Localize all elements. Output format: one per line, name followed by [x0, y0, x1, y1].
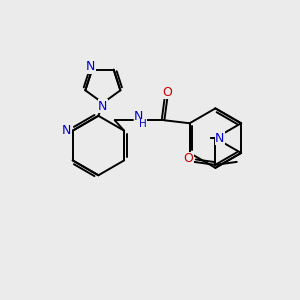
Text: N: N	[98, 100, 107, 112]
Text: N: N	[134, 110, 143, 123]
Text: O: O	[162, 85, 172, 98]
Text: N: N	[215, 132, 224, 145]
Text: H: H	[139, 119, 147, 129]
Text: N: N	[62, 124, 71, 136]
Text: O: O	[183, 152, 193, 165]
Text: N: N	[86, 60, 95, 73]
